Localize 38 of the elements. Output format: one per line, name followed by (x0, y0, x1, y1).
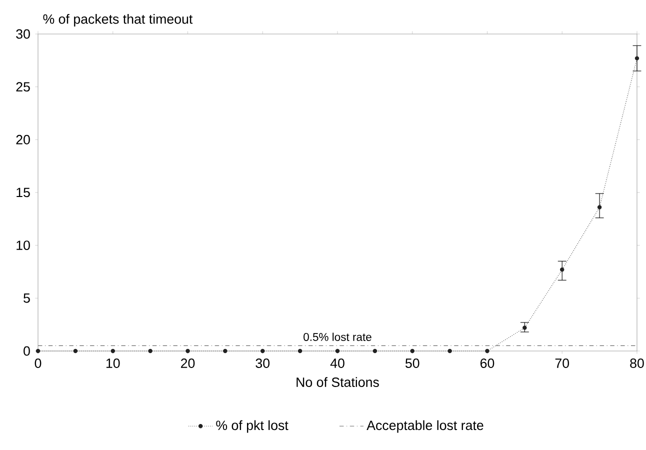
point (634, 56, 640, 60)
y-tick-label: 0 (24, 346, 30, 356)
x-tick-label: 50 (405, 358, 420, 368)
x-tick-label: 70 (555, 358, 570, 368)
point (73, 348, 78, 354)
x-tick-label: 80 (630, 358, 644, 368)
point (110, 348, 115, 354)
point (335, 348, 340, 354)
x-tick-label: 10 (106, 358, 120, 368)
point (372, 348, 378, 354)
legend-label: Acceptable lost rate (366, 420, 484, 433)
y-tick-label: 10 (16, 240, 30, 250)
point (298, 348, 302, 354)
point (36, 348, 40, 354)
y-axis-title: % of packets that timeout (43, 14, 193, 26)
x-tick-label: 20 (180, 358, 195, 368)
point (260, 348, 265, 354)
y-tick-label: 25 (16, 82, 30, 92)
point (223, 348, 228, 354)
point (448, 348, 452, 354)
point (522, 326, 527, 330)
legend-label: % of pkt lost (216, 420, 288, 433)
y-tick-label: 30 (16, 29, 30, 39)
point (186, 348, 190, 354)
x-tick-label: 60 (480, 358, 494, 368)
y-tick-label: 15 (16, 188, 30, 198)
y-tick-label: 20 (16, 134, 30, 144)
x-axis-title: No of Stations (296, 377, 379, 387)
point (597, 205, 602, 210)
x-tick-label: 40 (330, 358, 344, 368)
point (485, 348, 490, 354)
point (148, 348, 152, 354)
point (410, 348, 414, 354)
y-tick-label: 5 (24, 293, 30, 303)
x-tick-label: 0 (34, 358, 42, 368)
point (560, 268, 564, 272)
annotation: 0.5% lost rate (304, 332, 372, 341)
x-tick-label: 30 (256, 358, 270, 368)
